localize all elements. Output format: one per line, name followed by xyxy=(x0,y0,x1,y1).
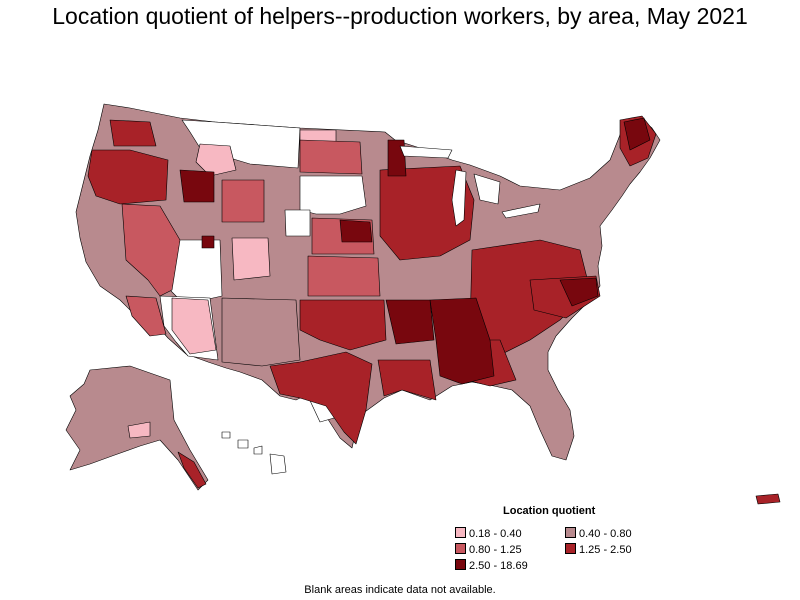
legend-label-4: 2.50 - 18.69 xyxy=(469,560,528,572)
legend-label-2: 0.80 - 1.25 xyxy=(469,544,522,556)
data-availability-note: Blank areas indicate data not available. xyxy=(304,584,496,596)
region-hawaii-1 xyxy=(221,431,231,439)
legend-label-3: 1.25 - 2.50 xyxy=(579,544,632,556)
region-la-dark xyxy=(377,359,437,401)
legend-swatch-4 xyxy=(455,559,466,570)
region-nevada-mid xyxy=(121,203,181,297)
region-ms-al-darkest xyxy=(429,297,495,385)
region-nw-wa-dark xyxy=(109,119,157,147)
legend-item-3: 1.25 - 2.50 xyxy=(565,543,632,556)
region-idaho-mid xyxy=(221,179,265,223)
region-hawaii-4 xyxy=(269,453,287,475)
legend-label-0: 0.18 - 0.40 xyxy=(469,528,522,540)
region-nevada-light xyxy=(195,143,237,177)
legend-swatch-1 xyxy=(565,527,576,538)
region-maine-darkest xyxy=(623,117,651,151)
region-id-darkest xyxy=(179,169,215,203)
region-puerto-rico xyxy=(755,493,781,505)
legend-swatch-2 xyxy=(455,543,466,554)
region-alaska-light xyxy=(127,421,151,439)
map-title: Location quotient of helpers--production… xyxy=(52,3,748,29)
lake-huron xyxy=(473,173,501,205)
region-hawaii-3 xyxy=(253,445,263,455)
legend-title: Location quotient xyxy=(503,505,596,517)
region-mn-darkest xyxy=(387,139,407,177)
legend-item-1: 0.40 - 0.80 xyxy=(565,527,632,540)
legend-item-4: 2.50 - 18.69 xyxy=(455,559,528,572)
region-ia-darkest xyxy=(339,219,373,243)
lake-erie xyxy=(501,203,541,219)
legend-swatch-3 xyxy=(565,543,576,554)
region-wyo-nodata xyxy=(284,209,311,237)
region-montana-nodata xyxy=(181,119,301,169)
region-hawaii-2 xyxy=(237,439,249,449)
region-nm-mid xyxy=(221,297,301,367)
region-dakotas-nodata xyxy=(299,175,367,215)
legend-swatch-0 xyxy=(455,527,466,538)
region-ca-south-mid xyxy=(125,295,167,337)
region-az-light xyxy=(171,297,217,355)
region-oregon-dark xyxy=(87,149,169,205)
legend-item-0: 0.18 - 0.40 xyxy=(455,527,522,540)
lake-superior xyxy=(399,145,453,159)
lake-michigan xyxy=(451,169,467,227)
legend-item-2: 0.80 - 1.25 xyxy=(455,543,522,556)
region-ks-mid xyxy=(307,255,381,297)
region-ar-darkest xyxy=(385,299,435,345)
region-ok-mid xyxy=(299,299,387,351)
region-co-light xyxy=(231,237,271,281)
region-alaska-dark xyxy=(177,451,207,489)
region-texas-dark xyxy=(269,351,373,445)
region-or-east-darkest xyxy=(201,235,215,249)
legend-label-1: 0.40 - 0.80 xyxy=(579,528,632,540)
map-legend: Location quotient 0.18 - 0.40 0.40 - 0.8… xyxy=(455,505,675,577)
region-wa-mid xyxy=(299,139,363,175)
region-nc-darkest xyxy=(559,277,599,307)
